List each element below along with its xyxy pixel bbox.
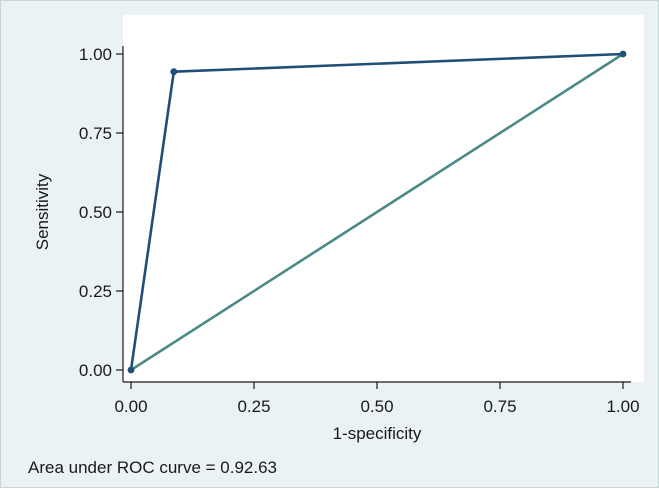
roc-curve-point: [127, 366, 135, 374]
y-tick-label: 0.00: [79, 361, 112, 380]
y-axis-title: Sensitivity: [33, 173, 52, 250]
y-tick-label: 0.25: [79, 282, 112, 301]
x-tick-label: 0.25: [237, 397, 270, 416]
y-tick-label: 1.00: [79, 45, 112, 64]
y-tick-label: 0.75: [79, 124, 112, 143]
x-tick-label: 0.00: [114, 397, 147, 416]
reference-diagonal-line: [130, 52, 624, 372]
auc-note: Area under ROC curve = 0.92.63: [28, 458, 277, 477]
roc-curve-point: [619, 50, 627, 58]
x-tick-label: 0.50: [360, 397, 393, 416]
x-tick-label: 0.75: [483, 397, 516, 416]
x-axis-title: 1-specificity: [333, 424, 422, 443]
y-tick-label: 0.50: [79, 203, 112, 222]
roc-curve-point: [170, 68, 178, 76]
x-tick-label: 1.00: [606, 397, 639, 416]
